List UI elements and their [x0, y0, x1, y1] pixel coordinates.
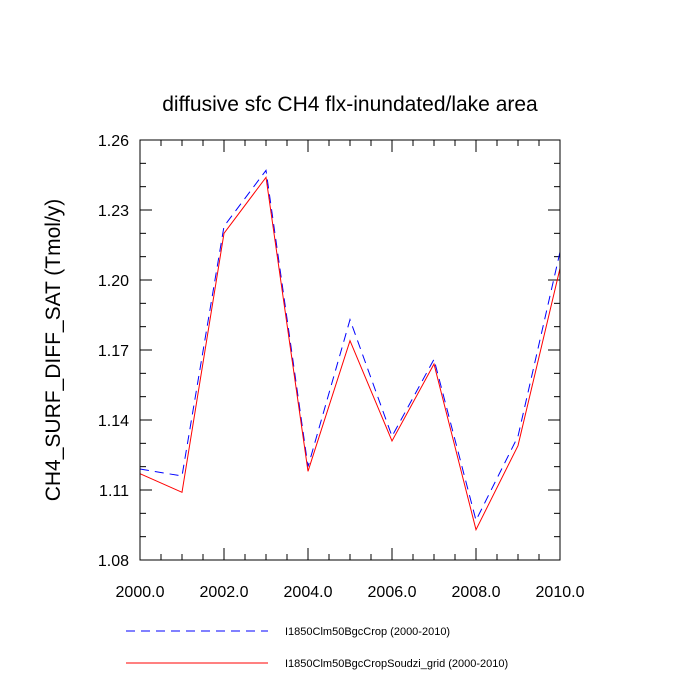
plot-frame	[139, 139, 561, 561]
series-line-soudzi	[139, 176, 561, 532]
y-tick-label: 1.14	[98, 413, 129, 430]
y-axis-label: CH4_SURF_DIFF_SAT (Tmol/y)	[42, 199, 65, 502]
x-tick-labels: 2000.0 2002.0 2004.0 2006.0 2008.0 2010.0	[116, 584, 585, 601]
legend-label-crop: I1850Clm50BgcCrop (2000-2010)	[285, 626, 450, 638]
y-tick-label: 1.17	[98, 343, 129, 360]
y-tick-label: 1.11	[99, 483, 129, 500]
x-tick-label: 2006.0	[368, 584, 417, 601]
legend: I1850Clm50BgcCrop (2000-2010) I1850Clm50…	[126, 626, 508, 670]
x-tick-label: 2004.0	[284, 584, 333, 601]
y-tick-label: 1.26	[98, 133, 129, 150]
y-tick-labels: 1.08 1.11 1.14 1.17 1.20 1.23 1.26	[98, 133, 129, 570]
y-tick-label: 1.20	[98, 273, 129, 290]
x-tick-label: 2002.0	[200, 584, 249, 601]
x-tick-label: 2000.0	[116, 584, 165, 601]
legend-label-soudzi: I1850Clm50BgcCropSoudzi_grid (2000-2010)	[285, 658, 508, 670]
chart-title: diffusive sfc CH4 flx-inundated/lake are…	[162, 93, 538, 116]
x-tick-label: 2010.0	[536, 584, 585, 601]
x-tick-label: 2008.0	[452, 584, 501, 601]
series-line-crop	[139, 169, 561, 522]
series-lines	[139, 169, 561, 532]
minor-ticks	[140, 140, 560, 560]
y-tick-label: 1.23	[98, 203, 129, 220]
y-tick-label: 1.08	[98, 553, 129, 570]
